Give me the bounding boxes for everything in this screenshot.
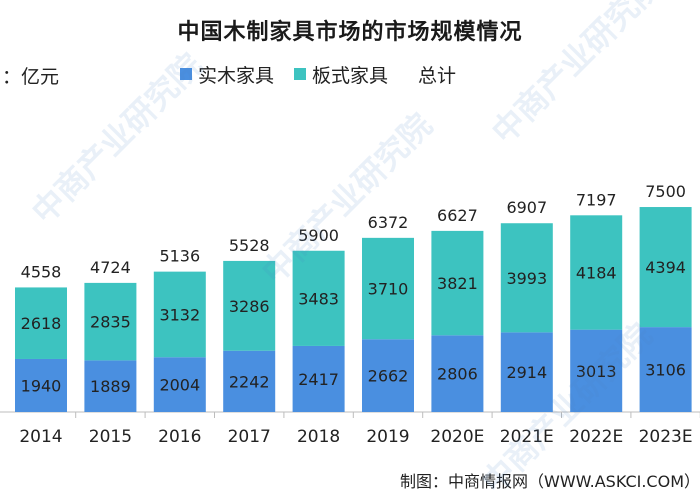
x-tick-label: 2021E (500, 427, 554, 447)
x-tick-label: 2018 (297, 427, 340, 447)
data-label-solid-wood: 1889 (90, 377, 131, 396)
data-label-total: 4724 (90, 258, 131, 277)
bar-panel (292, 250, 345, 346)
source-credit: 制图：中商情报网（WWW.ASKCI.COM） (400, 472, 700, 491)
bar-solid-wood (15, 358, 67, 412)
data-label-panel: 3710 (368, 280, 409, 299)
legend-item-panel: 板式家具 (294, 61, 388, 88)
bar-panel (362, 237, 414, 340)
x-tick-label: 2014 (19, 427, 62, 447)
bar-solid-wood (500, 332, 553, 412)
data-label-panel: 3483 (298, 289, 339, 308)
bar-panel (431, 230, 484, 336)
x-tick-label: 2020E (430, 427, 484, 447)
data-label-solid-wood: 3106 (645, 361, 686, 380)
data-label-panel: 3286 (229, 297, 270, 316)
data-label-panel: 4184 (576, 263, 617, 282)
data-label-panel: 3821 (437, 274, 478, 293)
data-label-total: 7197 (576, 190, 617, 209)
bar-solid-wood (362, 339, 414, 412)
bar-solid-wood (431, 335, 484, 412)
data-label-solid-wood: 2417 (298, 370, 339, 389)
x-tick-label: 2019 (366, 427, 409, 447)
bar-solid-wood (84, 360, 137, 412)
data-label-panel: 2618 (21, 314, 62, 333)
bar-solid-wood (223, 350, 276, 412)
x-tick-label: 2015 (89, 427, 132, 447)
chart-title: 中国木制家具市场的市场规模情况 (177, 20, 523, 45)
data-label-solid-wood: 2806 (437, 365, 478, 384)
bar-solid-wood (153, 357, 206, 412)
x-tick-label: 2022E (569, 427, 623, 447)
bar-panel (570, 215, 623, 330)
data-label-solid-wood: 2004 (159, 376, 200, 395)
data-label-total: 5528 (229, 236, 270, 255)
data-label-panel: 3993 (506, 269, 547, 288)
bar-panel (500, 223, 553, 333)
data-label-total: 7500 (645, 182, 686, 201)
data-label-total: 5136 (159, 247, 200, 266)
data-label-total: 5900 (298, 226, 339, 245)
x-tick-label: 2023E (639, 427, 693, 447)
data-label-total: 6627 (437, 206, 478, 225)
bar-panel (153, 271, 206, 358)
data-label-panel: 4394 (645, 258, 686, 277)
data-label-solid-wood: 2662 (368, 367, 409, 386)
data-label-total: 6372 (368, 213, 409, 232)
data-label-total: 6907 (506, 198, 547, 217)
bar-panel (639, 207, 692, 328)
bar-panel (15, 287, 67, 359)
bar-solid-wood (639, 327, 692, 412)
x-tick-label: 2016 (158, 427, 201, 447)
legend-swatch-solid-wood (180, 68, 192, 80)
legend-label-total: 总计 (418, 64, 457, 87)
bar-solid-wood (570, 329, 623, 412)
bar-solid-wood (292, 345, 345, 412)
legend: 实木家具 板式家具 总计 (180, 61, 466, 88)
legend-label-solid-wood: 实木家具 (198, 64, 275, 87)
legend-item-total: 总计 (408, 61, 456, 88)
data-label-panel: 2835 (90, 313, 131, 332)
data-label-solid-wood: 2242 (229, 372, 270, 391)
data-label-solid-wood: 3013 (576, 362, 617, 381)
legend-item-solid-wood: 实木家具 (180, 61, 274, 88)
data-label-total: 4558 (21, 262, 62, 281)
data-label-panel: 3132 (159, 305, 200, 324)
data-label-solid-wood: 2914 (506, 363, 547, 382)
data-label-solid-wood: 1940 (21, 376, 62, 395)
x-tick-label: 2017 (228, 427, 271, 447)
bar-panel (84, 282, 137, 361)
legend-label-panel: 板式家具 (312, 64, 389, 87)
unit-label: ：亿元 (2, 66, 60, 88)
legend-swatch-panel (294, 68, 307, 80)
bar-panel (223, 260, 276, 351)
